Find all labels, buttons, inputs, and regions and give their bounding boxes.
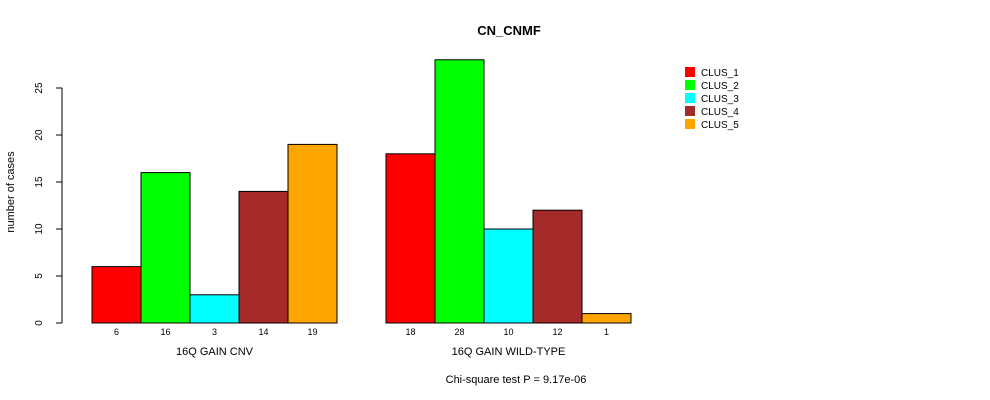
count-labels: 6 16 3 14 19 18 28 10 12 1	[114, 327, 609, 337]
bar-count-label: 6	[114, 327, 119, 337]
legend-swatch-clus-4	[685, 106, 695, 116]
y-tick-label: 25	[34, 82, 45, 94]
legend-swatch-clus-1	[685, 67, 695, 77]
legend-swatch-clus-5	[685, 119, 695, 129]
group-label: 16Q GAIN WILD-TYPE	[452, 346, 566, 358]
legend-swatch-clus-2	[685, 80, 695, 90]
y-axis: 0 5 10 15 20 25	[34, 82, 63, 326]
bar-clus-4-group-1	[238, 190, 289, 324]
y-tick-label: 5	[34, 273, 45, 279]
bar-clus-1-group-1	[91, 266, 142, 324]
legend-label: CLUS_4	[701, 107, 739, 118]
chart-title: CN_CNMF	[477, 23, 541, 38]
legend-label: CLUS_2	[701, 81, 739, 92]
bar-count-label: 18	[405, 327, 415, 337]
y-tick-label: 20	[34, 129, 45, 141]
bar-clus-1-group-2	[385, 153, 436, 324]
group-labels: 16Q GAIN CNV 16Q GAIN WILD-TYPE	[176, 346, 565, 358]
bar-count-label: 12	[552, 327, 562, 337]
bar-clus-2-group-2	[434, 59, 485, 324]
bar-clus-2-group-1	[140, 172, 191, 324]
bar-clus-5-group-1	[287, 143, 338, 324]
legend: CLUS_1 CLUS_2 CLUS_3 CLUS_4 CLUS_5	[685, 67, 739, 131]
chi-square-footnote: Chi-square test P = 9.17e-06	[446, 374, 587, 386]
bar-count-label: 19	[307, 327, 317, 337]
bar-count-label: 3	[212, 327, 217, 337]
bar-count-label: 28	[454, 327, 464, 337]
y-tick-label: 0	[34, 320, 45, 326]
bar-clus-3-group-2	[483, 228, 534, 324]
bar-clus-4-group-2	[532, 209, 583, 324]
legend-swatch-clus-3	[685, 93, 695, 103]
bar-count-label: 16	[160, 327, 170, 337]
bar-clus-5-group-2	[581, 313, 632, 324]
bar-count-label: 14	[258, 327, 268, 337]
bar-count-label: 10	[503, 327, 513, 337]
legend-label: CLUS_3	[701, 94, 739, 105]
y-tick-label: 10	[34, 223, 45, 235]
bar-count-label: 1	[604, 327, 609, 337]
y-tick-label: 15	[34, 176, 45, 188]
y-axis-label: number of cases	[5, 151, 17, 233]
legend-label: CLUS_1	[701, 68, 739, 79]
legend-label: CLUS_5	[701, 120, 739, 131]
bars	[91, 59, 632, 324]
bar-clus-3-group-1	[189, 294, 240, 324]
group-label: 16Q GAIN CNV	[176, 346, 254, 358]
